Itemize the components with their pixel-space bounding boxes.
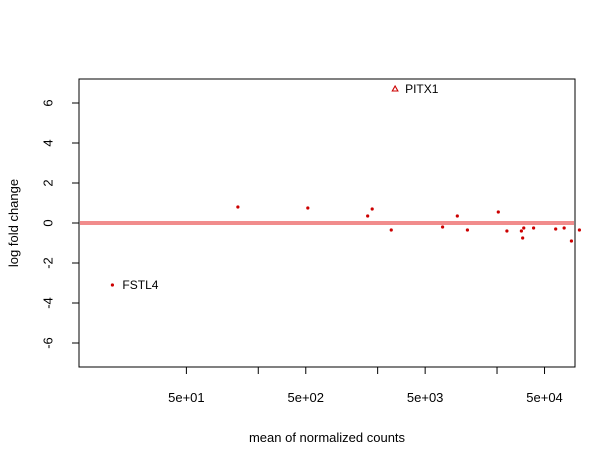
data-point: [505, 229, 509, 233]
outlier-triangle-marker: [391, 84, 399, 92]
data-point: [569, 239, 574, 243]
data-point: [562, 226, 566, 230]
x-tick-label: 5e+03: [407, 390, 444, 405]
data-point: [532, 226, 536, 230]
x-axis-label: mean of normalized counts: [249, 430, 406, 445]
x-axis: 5e+01 5e+02 5e+03 5e+04: [168, 366, 563, 405]
data-point: [521, 236, 525, 240]
y-tick-label: 6: [41, 99, 56, 106]
y-axis-label: log fold change: [6, 179, 21, 267]
data-point: [306, 206, 310, 210]
point-label: PITX1: [405, 82, 439, 96]
y-tick-label: -2: [41, 257, 56, 269]
x-tick-label: 5e+02: [288, 390, 325, 405]
data-point: [236, 205, 240, 209]
y-axis: -6 -4 -2 0 2 4 6: [41, 99, 80, 349]
data-point: [389, 228, 393, 232]
x-tick-label: 5e+01: [168, 390, 205, 405]
data-point: [110, 283, 115, 287]
y-tick-label: 0: [41, 219, 56, 226]
data-point: [465, 228, 470, 232]
y-tick-label: -6: [41, 337, 56, 349]
point-label: FSTL4: [122, 278, 158, 292]
data-point: [496, 210, 500, 214]
x-tick-label: 5e+04: [526, 390, 563, 405]
data-point: [522, 226, 526, 230]
y-tick-label: 4: [41, 139, 56, 146]
data-point: [370, 207, 374, 211]
data-point: [554, 227, 558, 231]
data-point: [440, 225, 445, 229]
data-point: [519, 229, 523, 233]
data-point: [366, 214, 370, 218]
y-tick-label: -4: [41, 297, 56, 309]
data-point: [455, 214, 459, 218]
y-tick-label: 2: [41, 179, 56, 186]
data-point: [577, 228, 582, 232]
points-layer: FSTL4 PITX1: [110, 82, 582, 292]
